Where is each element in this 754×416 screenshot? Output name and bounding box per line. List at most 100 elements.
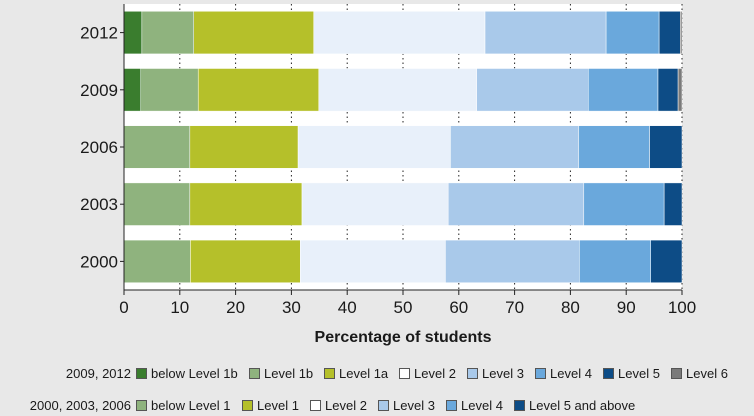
- legend-item: Level 3: [467, 366, 524, 381]
- legend-row-label: 2000, 2003, 2006: [29, 398, 131, 413]
- x-axis-title: Percentage of students: [315, 329, 492, 346]
- legend-label: Level 1: [257, 398, 299, 413]
- x-tick-label: 80: [561, 298, 580, 317]
- legend-item: Level 2: [399, 366, 456, 381]
- x-tick-label: 30: [282, 298, 301, 317]
- legend-swatch: [310, 400, 321, 411]
- bar-segment: [123, 68, 141, 112]
- bar-segment: [193, 11, 314, 55]
- legend-swatch: [603, 368, 614, 379]
- legend-item: Level 4: [535, 366, 592, 381]
- x-tick-label: 40: [338, 298, 357, 317]
- legend-label: Level 3: [393, 398, 435, 413]
- legend-item: Level 6: [671, 366, 728, 381]
- bar-segment: [583, 182, 665, 226]
- legend-row-2000-2003-2006: 2000, 2003, 2006 below Level 1 Level 1 Lev…: [0, 398, 754, 416]
- bar-segment: [140, 68, 199, 112]
- x-tick-label: 70: [505, 298, 524, 317]
- x-tick-label: 100: [668, 298, 696, 317]
- bar-segment: [447, 182, 585, 226]
- x-tick-label: 90: [617, 298, 636, 317]
- bar-segment: [300, 239, 446, 283]
- bar-segment: [588, 68, 659, 112]
- bar-segment: [657, 68, 679, 112]
- bar-segment: [301, 182, 449, 226]
- legend-swatch: [324, 368, 335, 379]
- legend-label: Level 4: [461, 398, 503, 413]
- bar-segment: [297, 125, 451, 169]
- legend-item: Level 4: [446, 398, 503, 413]
- legend-item: Level 1b: [249, 366, 313, 381]
- legend-item: below Level 1b: [136, 366, 238, 381]
- bar-segment: [680, 11, 683, 55]
- x-tick-label: 10: [170, 298, 189, 317]
- legend-item: Level 1a: [324, 366, 388, 381]
- y-tick-label: 2000: [80, 252, 118, 271]
- bar-segment: [197, 68, 319, 112]
- legend-swatch: [249, 368, 260, 379]
- legend-swatch: [671, 368, 682, 379]
- bar-segment: [123, 182, 191, 226]
- bar-segment: [318, 68, 477, 112]
- bar-segment: [313, 11, 486, 55]
- legend-label: Level 5 and above: [529, 398, 636, 413]
- legend-item: Level 5 and above: [514, 398, 635, 413]
- bar-segment: [476, 68, 589, 112]
- legend-label: Level 2: [414, 366, 456, 381]
- legend-label: Level 3: [482, 366, 524, 381]
- legend-swatch: [467, 368, 478, 379]
- legend-label: Level 5: [618, 366, 660, 381]
- bar-segment: [450, 125, 580, 169]
- legend-label: below Level 1b: [151, 366, 238, 381]
- legend-label: Level 1b: [264, 366, 314, 381]
- legend-row-2009-2012: 2009, 2012 below Level 1b Level 1b Level 1…: [0, 366, 754, 384]
- bar-segment: [677, 68, 683, 112]
- bar-segment: [189, 182, 303, 226]
- bar-segment: [650, 239, 683, 283]
- bar-segment: [123, 125, 191, 169]
- legend-item: below Level 1: [136, 398, 231, 413]
- legend-label: Level 4: [550, 366, 592, 381]
- bar-segment: [579, 239, 652, 283]
- legend-swatch: [242, 400, 253, 411]
- tick-labels: 2012 2009 2006 2003 2000 0 10 20 30 40 50 60 70 80 90 1…: [80, 24, 696, 317]
- legend-swatch: [136, 368, 147, 379]
- y-tick-label: 2009: [80, 81, 118, 100]
- legend-item: Level 3: [378, 398, 435, 413]
- x-tick-label: 60: [449, 298, 468, 317]
- bar-segment: [123, 239, 191, 283]
- bar-segment: [123, 11, 143, 55]
- y-tick-label: 2006: [80, 138, 118, 157]
- legend-swatch: [136, 400, 147, 411]
- legend-item: Level 5: [603, 366, 660, 381]
- legend-swatch: [446, 400, 457, 411]
- x-tick-label: 50: [394, 298, 413, 317]
- bar-segment: [649, 125, 683, 169]
- bar-segment: [445, 239, 580, 283]
- legend-label: Level 6: [686, 366, 728, 381]
- bar-segment: [189, 125, 299, 169]
- legend-item: Level 2: [310, 398, 367, 413]
- legend-item: Level 1: [242, 398, 299, 413]
- y-tick-label: 2012: [80, 24, 118, 43]
- legend-label: below Level 1: [151, 398, 231, 413]
- bar-segment: [484, 11, 607, 55]
- legend-row-label: 2009, 2012: [65, 366, 131, 381]
- bar-segment: [190, 239, 301, 283]
- x-tick-label: 20: [226, 298, 245, 317]
- legend-label: Level 1a: [339, 366, 389, 381]
- bar-segment: [658, 11, 681, 55]
- x-tick-label: 0: [119, 298, 128, 317]
- bar-segment: [578, 125, 650, 169]
- bar-segment: [663, 182, 683, 226]
- axes: [120, 4, 683, 295]
- legend-swatch: [514, 400, 525, 411]
- legend-swatch: [378, 400, 389, 411]
- bar-segment: [605, 11, 660, 55]
- legend-swatch: [535, 368, 546, 379]
- y-tick-label: 2003: [80, 195, 118, 214]
- legend-swatch: [399, 368, 410, 379]
- bar-segment: [141, 11, 195, 55]
- legend-label: Level 2: [325, 398, 367, 413]
